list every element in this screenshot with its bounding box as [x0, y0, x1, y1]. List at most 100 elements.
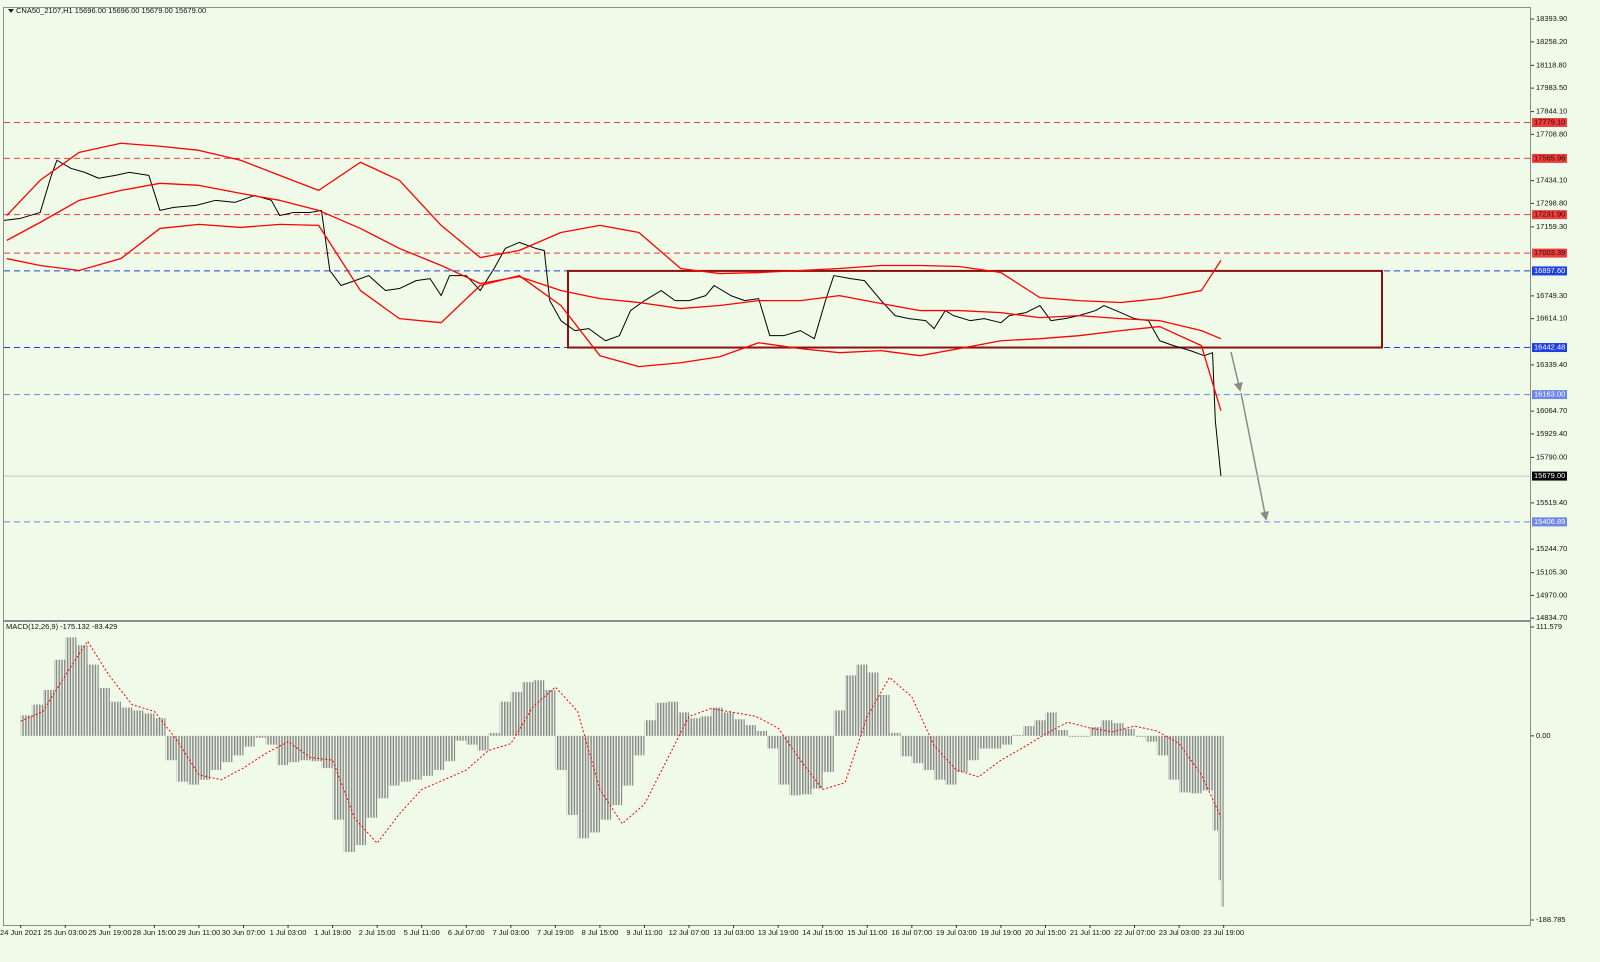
histogram-bar	[243, 735, 255, 747]
level-label-box	[1532, 517, 1567, 527]
histogram-bar	[187, 735, 199, 785]
level-label-box	[1532, 118, 1567, 128]
histogram-bar	[1201, 735, 1213, 791]
x-tick-label: 9 Jul 11:00	[626, 928, 662, 937]
y-tick-label: 15790.00	[1536, 452, 1567, 461]
histogram-bar	[856, 664, 868, 736]
x-tick-label: 1 Jul 03:00	[270, 928, 307, 937]
histogram-bar	[833, 710, 845, 736]
histogram-bar	[722, 712, 734, 736]
histogram-bar	[109, 701, 121, 736]
histogram-bar	[366, 735, 378, 818]
y-tick-label: 16064.70	[1536, 406, 1567, 415]
histogram-bar	[1145, 735, 1157, 742]
histogram-bar	[934, 735, 946, 780]
y-tick-label: 16339.40	[1536, 360, 1567, 369]
histogram-bar	[388, 735, 400, 786]
histogram-bar	[911, 735, 923, 764]
x-tick-label: 7 Jul 03:00	[492, 928, 529, 937]
series-line	[3, 159, 1222, 477]
x-tick-label: 25 Jun 03:00	[44, 928, 87, 937]
series-line	[6, 223, 1222, 411]
x-tick-label: 25 Jun 19:00	[88, 928, 131, 937]
histogram-bar	[176, 735, 188, 782]
histogram-bar	[1012, 734, 1024, 736]
histogram-bar	[54, 659, 66, 736]
histogram-bar	[354, 735, 367, 846]
histogram-bar	[900, 735, 912, 757]
x-tick-label: 29 Jun 11:00	[178, 928, 221, 937]
histogram-bar	[967, 735, 979, 761]
histogram-bar	[221, 735, 233, 763]
histogram-bar	[633, 735, 645, 756]
y-tick-label: 18393.90	[1536, 14, 1567, 23]
histogram-bar	[1023, 726, 1035, 736]
y-tick-label: 18258.20	[1536, 37, 1567, 46]
histogram-bar	[254, 735, 266, 738]
series-line	[20, 640, 1222, 844]
x-tick-label: 14 Jul 15:00	[802, 928, 843, 937]
level-label-box	[1532, 471, 1567, 481]
y-tick-label: -188.785	[1536, 915, 1566, 924]
histogram-bar	[544, 689, 556, 736]
y-tick-label: 15244.70	[1536, 544, 1567, 553]
x-tick-label: 20 Jul 15:00	[1025, 928, 1066, 937]
level-label: 17565.96	[1534, 153, 1565, 162]
y-tick-label: 14970.00	[1536, 590, 1567, 599]
level-label-box	[1532, 343, 1567, 353]
histogram-bar	[20, 715, 32, 736]
histogram-bar	[767, 735, 779, 749]
histogram-bar	[1190, 735, 1202, 794]
series-line	[6, 182, 1222, 340]
histogram-bar	[655, 702, 667, 736]
histogram-bar	[744, 725, 756, 736]
histogram-bar	[1034, 720, 1046, 736]
histogram-bar	[432, 735, 444, 770]
histogram-bar	[76, 645, 88, 736]
panel-title: MACD(12,26,9) -175.132 -83.429	[6, 622, 117, 631]
y-tick-label: 14834.70	[1536, 613, 1567, 622]
histogram-bar	[689, 718, 701, 736]
histogram-bar	[878, 694, 890, 736]
histogram-bar	[956, 735, 968, 772]
histogram-bar	[844, 675, 857, 736]
histogram-bar	[399, 735, 411, 782]
histogram-bar	[143, 713, 155, 736]
histogram-bar	[989, 735, 1001, 749]
y-tick-label: 0.00	[1536, 731, 1551, 740]
histogram-bar	[1090, 727, 1102, 736]
menu-triangle	[8, 9, 14, 13]
histogram-bar	[1078, 735, 1091, 737]
histogram-bar	[778, 735, 790, 785]
histogram-bar	[343, 735, 355, 852]
histogram-bar	[555, 735, 567, 770]
histogram-bar	[332, 735, 344, 820]
histogram-bar	[1067, 735, 1079, 737]
level-label: 16163.00	[1534, 390, 1565, 399]
histogram-bar	[611, 735, 623, 806]
histogram-bar	[232, 735, 244, 756]
histogram-bar	[310, 735, 322, 762]
y-tick-label: 17844.10	[1536, 107, 1567, 116]
x-tick-label: 7 Jul 19:00	[537, 928, 574, 937]
x-tick-label: 30 Jun 07:00	[222, 928, 265, 937]
histogram-bar	[1134, 735, 1146, 737]
y-tick-label: 15105.30	[1536, 568, 1567, 577]
x-tick-label: 13 Jul 03:00	[713, 928, 754, 937]
histogram-bar	[1220, 735, 1224, 907]
histogram-bar	[644, 720, 656, 736]
level-label-box	[1532, 390, 1567, 400]
level-label: 17231.90	[1534, 210, 1565, 219]
x-tick-label: 16 Jul 07:00	[891, 928, 932, 937]
x-tick-label: 19 Jul 03:00	[936, 928, 977, 937]
panel-title: CNA50_2107,H1 15696.00 15696.00 15679.00…	[16, 6, 206, 15]
histogram-bar	[922, 735, 935, 770]
price-panel-frame	[3, 7, 1531, 621]
x-tick-label: 22 Jul 07:00	[1114, 928, 1155, 937]
histogram-bar	[700, 716, 712, 736]
y-tick-label: 18118.80	[1536, 60, 1567, 69]
x-tick-label: 19 Jul 19:00	[980, 928, 1021, 937]
